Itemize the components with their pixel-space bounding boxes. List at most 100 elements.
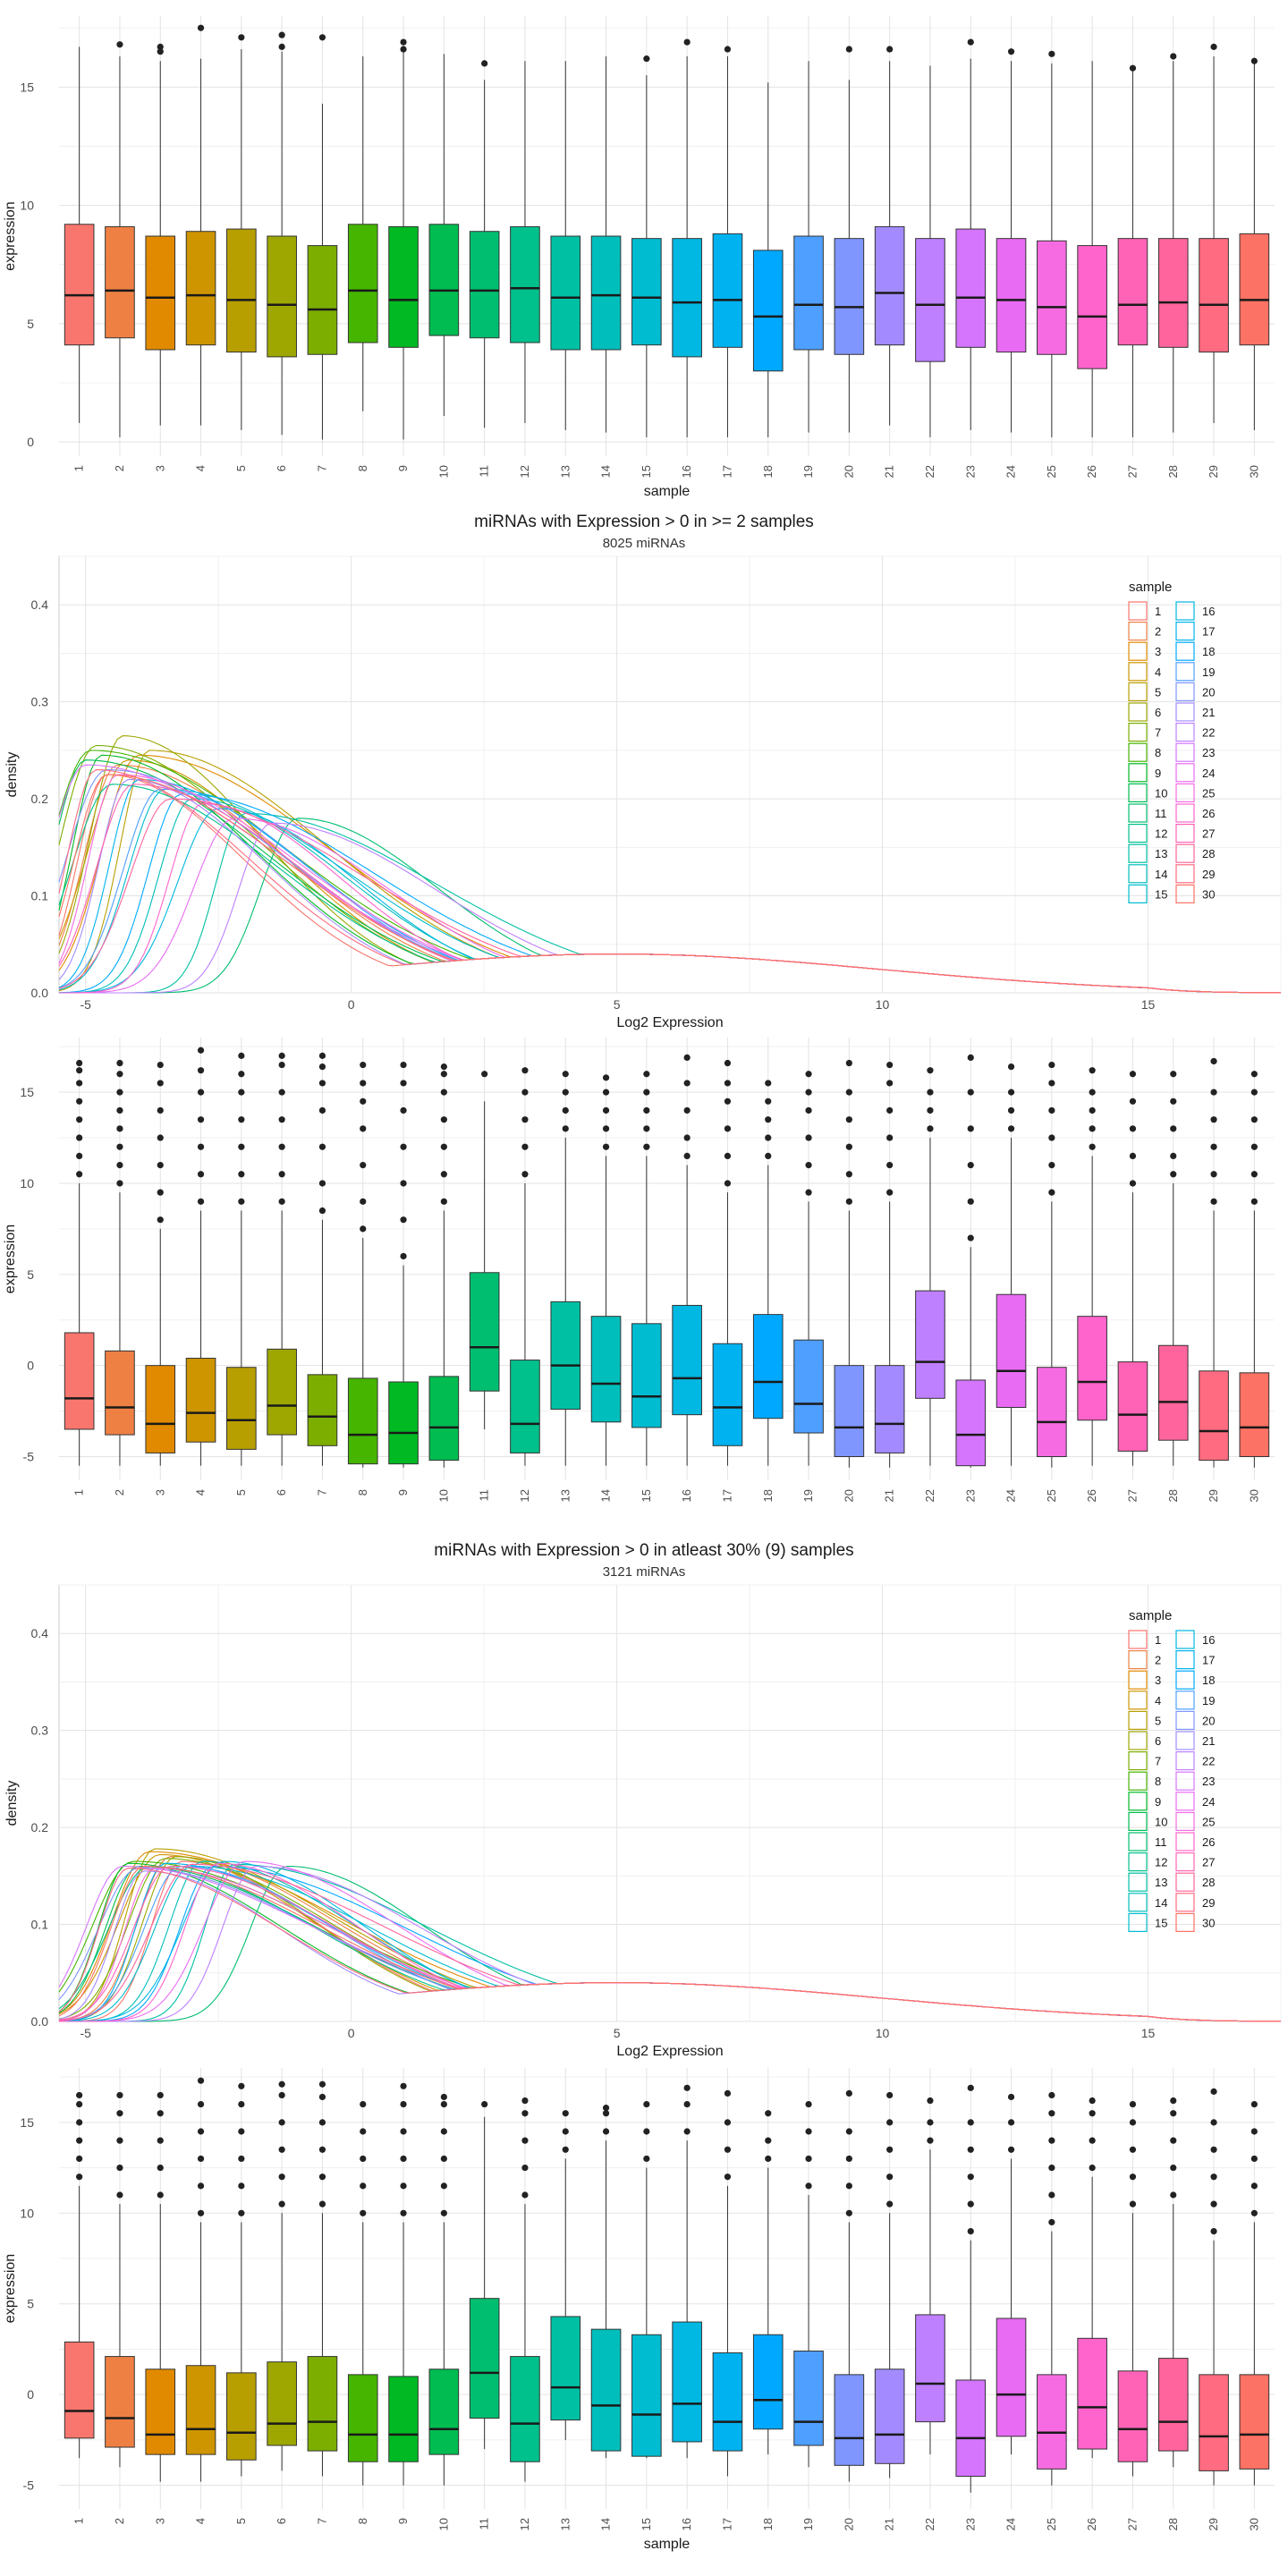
legend-key-11 bbox=[1128, 803, 1148, 823]
outlier-point bbox=[197, 1089, 205, 1096]
box-14 bbox=[590, 1316, 622, 1423]
outlier-point bbox=[602, 1106, 610, 1114]
outlier-point bbox=[521, 2164, 529, 2172]
outlier-point bbox=[116, 1125, 123, 1132]
x-tick-label-7: 7 bbox=[315, 1489, 328, 1496]
outlier-point bbox=[967, 1089, 974, 1096]
legend-label-11: 11 bbox=[1155, 1835, 1167, 1849]
outlier-point bbox=[1007, 2093, 1015, 2101]
outlier-point bbox=[278, 1143, 285, 1150]
outlier-point bbox=[400, 1061, 407, 1069]
outlier-point bbox=[157, 2164, 164, 2172]
legend-key-24 bbox=[1175, 763, 1195, 783]
outlier-point bbox=[683, 2084, 691, 2091]
plot-border bbox=[58, 555, 1282, 994]
legend-key-8 bbox=[1128, 742, 1148, 762]
box-19 bbox=[793, 2350, 824, 2446]
outlier-point bbox=[76, 1152, 83, 1160]
outlier-point bbox=[562, 1089, 569, 1096]
y-axis-title: expression bbox=[3, 1224, 18, 1293]
legend-label-25: 25 bbox=[1202, 786, 1215, 800]
x-tick-label-16: 16 bbox=[680, 465, 693, 478]
outlier-point bbox=[76, 1171, 83, 1178]
legend-label-10: 10 bbox=[1155, 1815, 1167, 1828]
y-tick-label: 5 bbox=[27, 317, 34, 331]
outlier-point bbox=[238, 2155, 245, 2163]
legend-label-3: 3 bbox=[1155, 645, 1161, 658]
outlier-point bbox=[886, 1161, 894, 1169]
box-22 bbox=[915, 2314, 945, 2423]
legend-key-8 bbox=[1128, 1771, 1148, 1791]
box-3 bbox=[145, 1365, 176, 1453]
x-tick-label-9: 9 bbox=[396, 2518, 410, 2524]
outlier-point bbox=[116, 2091, 123, 2099]
x-tick-label-21: 21 bbox=[883, 465, 896, 478]
outlier-point bbox=[724, 2119, 732, 2126]
outlier-point bbox=[765, 1080, 772, 1087]
box-25 bbox=[1037, 2374, 1067, 2470]
outlier-point bbox=[360, 1161, 367, 1169]
legend-title: sample bbox=[1129, 1608, 1172, 1623]
box-18 bbox=[752, 250, 784, 372]
box-1 bbox=[64, 224, 95, 346]
outlier-point bbox=[1048, 2164, 1055, 2172]
outlier-point bbox=[927, 2119, 934, 2126]
outlier-point bbox=[643, 1125, 650, 1132]
x-tick-label-12: 12 bbox=[518, 465, 531, 478]
x-tick-label-26: 26 bbox=[1085, 465, 1098, 478]
x-tick-label-19: 19 bbox=[801, 465, 815, 478]
box-22 bbox=[915, 238, 945, 362]
outlier-point bbox=[1089, 2164, 1096, 2172]
legend-label-23: 23 bbox=[1202, 746, 1215, 759]
outlier-point bbox=[765, 1152, 772, 1160]
x-tick-label-20: 20 bbox=[842, 465, 855, 478]
outlier-point bbox=[197, 1116, 205, 1123]
outlier-point bbox=[927, 1067, 934, 1074]
box-28 bbox=[1157, 2358, 1189, 2452]
x-tick-label-7: 7 bbox=[315, 2518, 328, 2524]
outlier-point bbox=[1250, 2182, 1258, 2190]
legend-key-2 bbox=[1128, 1650, 1148, 1670]
legend-key-24 bbox=[1175, 1792, 1195, 1811]
legend-key-2 bbox=[1128, 622, 1148, 641]
box-27 bbox=[1117, 238, 1148, 346]
legend-label-29: 29 bbox=[1202, 868, 1215, 881]
legend-label-4: 4 bbox=[1155, 665, 1161, 679]
outlier-point bbox=[1129, 2200, 1137, 2207]
outlier-point bbox=[765, 1134, 772, 1141]
outlier-point bbox=[521, 1143, 529, 1150]
y-axis-title: expression bbox=[3, 2254, 18, 2323]
outlier-point bbox=[886, 2174, 894, 2181]
box-21 bbox=[874, 2368, 905, 2464]
outlier-point bbox=[197, 1046, 205, 1054]
x-tick-label-22: 22 bbox=[923, 2518, 936, 2530]
x-tick-label-22: 22 bbox=[923, 465, 936, 478]
x-tick-label: 10 bbox=[876, 997, 890, 1012]
y-tick-label: -5 bbox=[23, 1450, 35, 1464]
outlier-point bbox=[238, 2082, 245, 2089]
outlier-point bbox=[238, 1143, 245, 1150]
outlier-point bbox=[967, 1125, 974, 1132]
density-line-30 bbox=[58, 774, 1282, 994]
x-tick-label-28: 28 bbox=[1166, 2518, 1180, 2530]
box-10 bbox=[428, 1376, 460, 1462]
outlier-point bbox=[400, 2128, 407, 2135]
density-line-7 bbox=[58, 744, 1282, 994]
box-26 bbox=[1077, 245, 1107, 369]
legend-label-30: 30 bbox=[1202, 887, 1215, 901]
legend-key-14 bbox=[1128, 864, 1148, 884]
y-tick-label: 0 bbox=[27, 435, 34, 449]
outlier-point bbox=[278, 2091, 285, 2099]
outlier-point bbox=[318, 1180, 326, 1187]
outlier-point bbox=[76, 1080, 83, 1087]
outlier-point bbox=[1007, 1125, 1015, 1132]
outlier-point bbox=[116, 1071, 123, 1078]
outlier-point bbox=[360, 1061, 367, 1069]
legend-key-27 bbox=[1175, 824, 1195, 843]
x-axis-title: Log2 Expression bbox=[616, 2044, 723, 2059]
box-7 bbox=[307, 1374, 338, 1446]
x-tick-label-5: 5 bbox=[234, 465, 248, 471]
box-13 bbox=[550, 2316, 581, 2421]
